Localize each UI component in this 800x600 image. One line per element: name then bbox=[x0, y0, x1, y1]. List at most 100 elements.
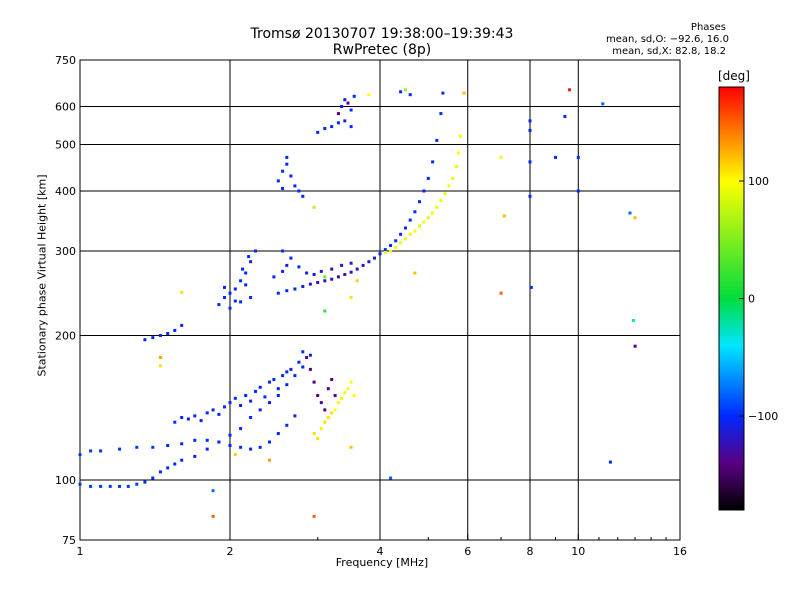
data-point bbox=[439, 112, 443, 116]
data-point bbox=[285, 289, 289, 293]
data-point bbox=[249, 260, 253, 264]
data-point bbox=[373, 256, 376, 260]
data-point bbox=[451, 176, 455, 180]
data-point bbox=[158, 364, 162, 368]
data-point bbox=[631, 319, 635, 322]
chart-title-line2: RwPretec (8p) bbox=[332, 42, 432, 58]
data-point bbox=[99, 449, 103, 453]
data-point bbox=[352, 394, 356, 397]
data-point bbox=[205, 438, 209, 442]
data-point bbox=[447, 184, 451, 188]
data-point bbox=[394, 246, 398, 250]
data-point bbox=[233, 299, 237, 303]
data-point bbox=[239, 300, 243, 304]
data-point bbox=[399, 241, 403, 245]
data-point bbox=[439, 199, 443, 203]
data-point bbox=[249, 416, 253, 419]
data-point bbox=[383, 250, 387, 254]
data-point bbox=[312, 432, 316, 435]
data-point bbox=[249, 296, 253, 299]
data-point bbox=[349, 108, 353, 112]
data-point bbox=[319, 269, 323, 273]
data-point bbox=[258, 445, 262, 449]
data-point bbox=[576, 155, 580, 159]
data-point bbox=[323, 408, 327, 412]
data-point bbox=[308, 367, 312, 371]
data-point bbox=[305, 356, 309, 359]
y-tick-label: 100 bbox=[55, 474, 76, 487]
data-point bbox=[312, 273, 316, 276]
data-point bbox=[173, 462, 177, 466]
data-point bbox=[223, 296, 226, 299]
data-point bbox=[316, 130, 320, 134]
data-point bbox=[228, 401, 232, 405]
y-tick-label: 75 bbox=[62, 534, 76, 547]
data-point bbox=[367, 260, 371, 264]
data-point bbox=[330, 267, 334, 271]
data-point bbox=[285, 370, 289, 374]
data-point bbox=[293, 184, 297, 188]
data-point bbox=[601, 102, 605, 106]
data-point bbox=[413, 229, 417, 233]
data-point bbox=[319, 401, 323, 405]
data-point bbox=[211, 489, 215, 493]
data-point bbox=[431, 211, 435, 215]
data-point bbox=[228, 433, 232, 437]
data-point bbox=[258, 408, 262, 412]
data-point bbox=[268, 440, 271, 444]
y-tick-label: 600 bbox=[55, 101, 76, 114]
data-point bbox=[285, 155, 289, 159]
data-point bbox=[330, 125, 334, 129]
data-point bbox=[336, 112, 340, 116]
data-point bbox=[323, 279, 327, 283]
data-point bbox=[180, 458, 184, 462]
data-point bbox=[228, 291, 232, 295]
data-point bbox=[563, 115, 567, 118]
data-point bbox=[268, 401, 271, 405]
data-point bbox=[340, 396, 344, 400]
data-point bbox=[180, 323, 184, 327]
y-axis-label: Stationary phase Virtual Height [km] bbox=[35, 174, 49, 377]
data-point bbox=[151, 336, 155, 340]
data-point bbox=[151, 476, 155, 480]
data-point bbox=[247, 255, 251, 259]
data-point bbox=[399, 232, 403, 236]
data-point bbox=[458, 134, 462, 138]
data-point bbox=[336, 121, 340, 125]
x-tick-label: 4 bbox=[377, 545, 384, 558]
data-point bbox=[108, 484, 112, 488]
data-point bbox=[528, 119, 532, 123]
data-point bbox=[151, 445, 155, 449]
data-point bbox=[228, 444, 232, 447]
data-point bbox=[211, 514, 215, 518]
data-point bbox=[349, 261, 353, 265]
data-point bbox=[319, 427, 323, 431]
data-point bbox=[455, 165, 459, 168]
data-point bbox=[528, 194, 532, 198]
data-point bbox=[399, 90, 403, 94]
data-point bbox=[608, 460, 612, 464]
data-point bbox=[346, 387, 350, 391]
data-point bbox=[349, 125, 353, 129]
data-point bbox=[408, 232, 412, 236]
data-point bbox=[281, 249, 285, 253]
data-point bbox=[239, 404, 243, 407]
data-point bbox=[502, 214, 506, 218]
data-point bbox=[135, 445, 139, 449]
data-point bbox=[633, 216, 637, 220]
data-point bbox=[217, 303, 221, 307]
data-point bbox=[326, 416, 330, 419]
data-point bbox=[349, 445, 353, 449]
data-point bbox=[413, 271, 417, 275]
data-point bbox=[628, 211, 632, 215]
data-point bbox=[367, 93, 371, 97]
data-point bbox=[158, 334, 162, 337]
data-point bbox=[323, 127, 327, 130]
x-tick-label: 8 bbox=[527, 545, 534, 558]
data-point bbox=[241, 267, 245, 271]
data-point bbox=[180, 416, 184, 419]
data-point bbox=[249, 399, 253, 403]
colorbar-unit-label: [deg] bbox=[718, 69, 750, 83]
data-point bbox=[244, 271, 248, 275]
data-point bbox=[289, 174, 293, 178]
